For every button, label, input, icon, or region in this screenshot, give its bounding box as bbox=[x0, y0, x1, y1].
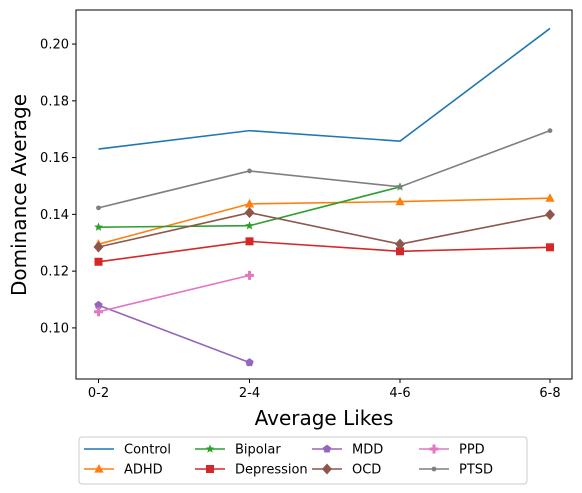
x-tick-label: 0-2 bbox=[88, 386, 109, 401]
legend-label: Control bbox=[124, 443, 171, 458]
series-control bbox=[98, 27, 551, 150]
legend-item-mdd: MDD bbox=[312, 443, 383, 458]
legend-swatch-marker bbox=[431, 466, 437, 472]
series-line-adhd bbox=[98, 197, 551, 245]
data-point-adhd bbox=[545, 193, 555, 202]
data-point-ppd bbox=[94, 307, 103, 317]
y-axis-label: Dominance Average bbox=[7, 94, 31, 296]
legend-item-ptsd: PTSD bbox=[419, 463, 493, 478]
series-adhd bbox=[93, 193, 555, 248]
legend-item-bipolar: Bipolar bbox=[195, 443, 281, 458]
series-ppd bbox=[94, 270, 254, 317]
legend-label: Bipolar bbox=[235, 443, 281, 458]
data-point-adhd bbox=[395, 196, 405, 206]
data-point-ocd bbox=[395, 238, 405, 250]
series-line-ptsd bbox=[98, 129, 551, 209]
data-point-ptsd bbox=[247, 168, 252, 174]
data-point-ocd bbox=[545, 209, 555, 221]
y-tick-label: 0.14 bbox=[40, 208, 69, 223]
legend-swatch-marker bbox=[322, 444, 332, 453]
data-point-ppd bbox=[245, 270, 254, 280]
series-layer bbox=[93, 27, 555, 367]
x-axis-label: Average Likes bbox=[255, 406, 394, 430]
legend-item-ocd: OCD bbox=[312, 463, 381, 478]
legend-label: PPD bbox=[459, 443, 485, 458]
legend-label: ADHD bbox=[124, 463, 163, 478]
series-line-ocd bbox=[98, 211, 551, 248]
y-tick-label: 0.18 bbox=[40, 94, 69, 109]
data-point-adhd bbox=[244, 198, 255, 208]
plot-frame bbox=[75, 9, 573, 380]
y-tick-label: 0.16 bbox=[40, 151, 69, 166]
data-point-depression bbox=[546, 243, 554, 252]
legend-label: Depression bbox=[235, 463, 308, 478]
legend-swatch-marker bbox=[205, 444, 215, 453]
legend-swatch-marker bbox=[206, 465, 214, 473]
x-tick-label: 2-4 bbox=[239, 386, 260, 401]
data-point-depression bbox=[396, 247, 404, 256]
series-ocd bbox=[93, 207, 555, 253]
data-point-mdd bbox=[245, 358, 254, 367]
legend-swatch-marker bbox=[429, 444, 439, 454]
series-line-ppd bbox=[98, 274, 250, 313]
series-line-mdd bbox=[98, 304, 250, 364]
y-tick-label: 0.10 bbox=[40, 321, 69, 336]
legend-label: MDD bbox=[352, 443, 383, 458]
legend-swatch-marker bbox=[322, 463, 332, 475]
legend-item-ppd: PPD bbox=[419, 443, 485, 458]
legend-item-adhd: ADHD bbox=[84, 463, 163, 478]
legend-frame bbox=[78, 436, 528, 485]
data-point-bipolar bbox=[245, 221, 254, 230]
data-point-ocd bbox=[93, 241, 104, 253]
legend-item-depression: Depression bbox=[195, 463, 308, 478]
axes-layer: 0.10 0.12 0.14 0.16 0.18 0.20 0-2 2-4 4-6 6-8 bbox=[40, 38, 561, 401]
data-point-bipolar bbox=[94, 222, 103, 231]
series-depression bbox=[94, 237, 554, 266]
x-tick-label: 6-8 bbox=[539, 386, 560, 401]
data-point-ocd bbox=[244, 207, 255, 219]
series-ptsd bbox=[96, 128, 553, 211]
series-line-control bbox=[98, 27, 551, 150]
legend: Control ADHD Bipolar Depression MDD OCD PPD PTS… bbox=[78, 436, 528, 485]
legend-item-control: Control bbox=[84, 443, 171, 458]
series-line-depression bbox=[98, 240, 551, 263]
x-tick-label: 4-6 bbox=[389, 386, 410, 401]
data-point-ptsd bbox=[96, 205, 101, 211]
data-point-mdd bbox=[94, 300, 103, 309]
series-mdd bbox=[94, 300, 254, 367]
legend-label: PTSD bbox=[459, 463, 493, 478]
legend-swatch-marker bbox=[94, 464, 104, 473]
y-tick-label: 0.12 bbox=[40, 265, 69, 280]
legend-label: OCD bbox=[352, 463, 381, 478]
data-point-depression bbox=[94, 257, 103, 266]
data-point-ptsd bbox=[547, 128, 553, 134]
y-tick-label: 0.20 bbox=[40, 38, 69, 53]
data-point-depression bbox=[245, 237, 254, 246]
data-point-ptsd bbox=[397, 184, 403, 190]
